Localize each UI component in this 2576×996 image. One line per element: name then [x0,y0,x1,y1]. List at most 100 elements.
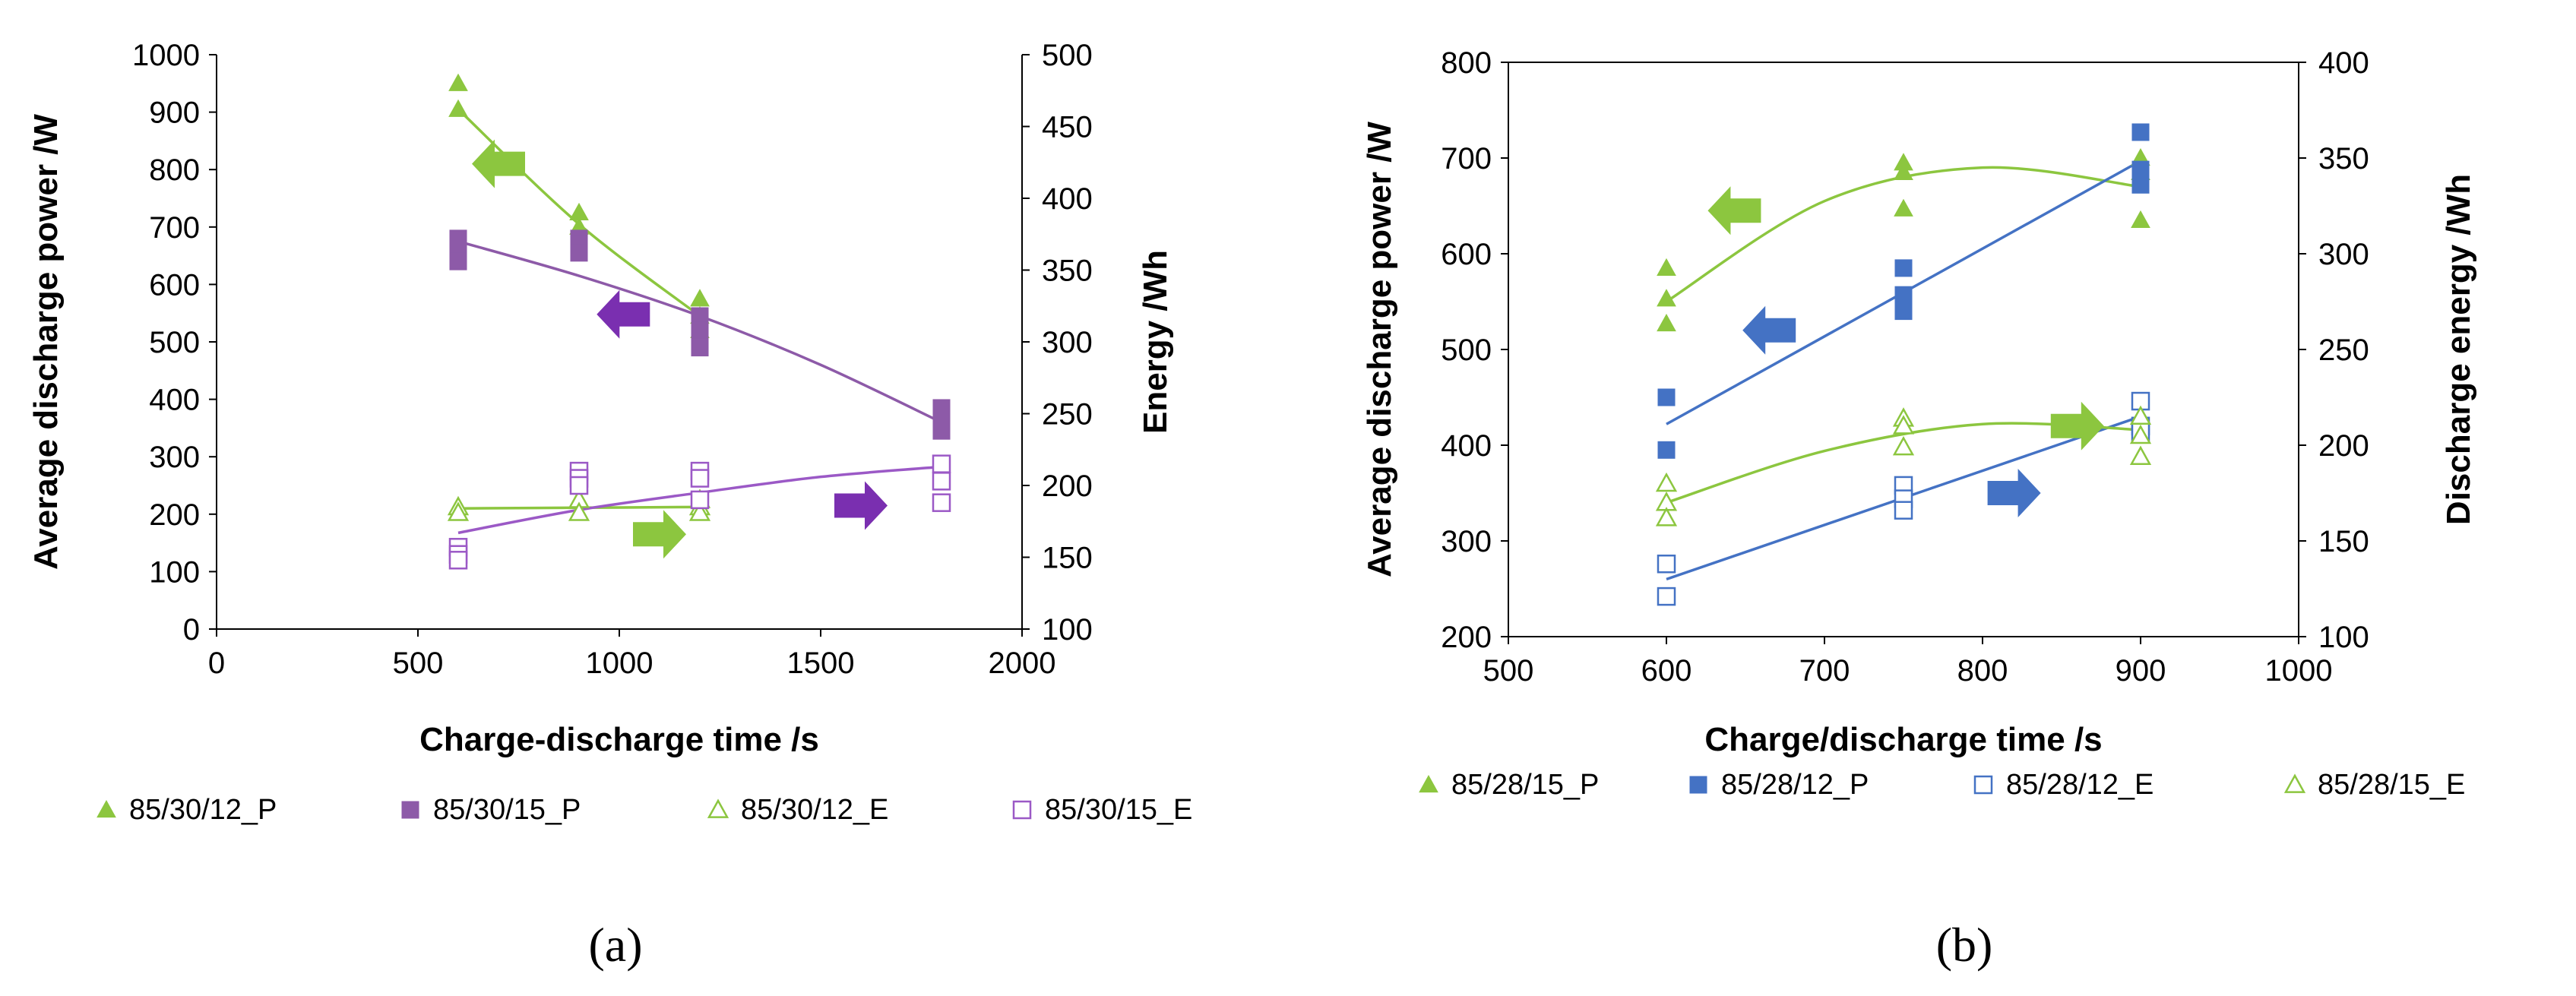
legend-marker [97,799,116,818]
data-point [932,493,951,512]
x-tick-label: 500 [393,647,444,680]
plot-frame [1508,62,2299,637]
data-point [1655,507,1678,526]
y2-tick-label: 300 [1042,326,1093,359]
y2-tick-label: 100 [1042,613,1093,647]
x-tick-label: 0 [208,647,225,680]
data-point [1894,501,1913,520]
y-tick-label: 500 [1441,334,1492,367]
data-point [2129,445,2152,465]
data-point [2131,160,2150,179]
legend-marker [1419,774,1438,793]
y2-tick-label: 450 [1042,111,1093,144]
y-tick-label: 500 [149,326,200,359]
y-tick-label: 300 [149,441,200,474]
y-tick-label: 1000 [132,39,200,72]
data-point [1657,258,1676,276]
arrow-left-icon [472,139,525,188]
data-point [1894,259,1913,277]
data-point [1655,472,1678,492]
data-point [1894,198,1913,217]
x-tick-label: 700 [1799,654,1850,688]
data-point [2131,210,2150,228]
y2-tick-label: 350 [1042,255,1093,288]
legend-marker [1012,800,1032,820]
x-tick-label: 600 [1641,654,1692,688]
y-tick-label: 800 [149,153,200,187]
x-tick-label: 500 [1483,654,1534,688]
legend-marker [1973,775,1993,795]
legend-label: 85/28/15_E [2318,769,2465,801]
y-tick-label: 700 [1441,142,1492,175]
legend-marker [401,801,419,819]
legend-marker [707,798,729,818]
legend-label: 85/30/15_P [433,794,581,826]
data-point [447,501,470,521]
panel-label: (b) [1936,918,1993,972]
y2-tick-label: 200 [2318,429,2369,463]
x-tick-label: 900 [2116,654,2166,688]
x-tick-label: 1500 [787,647,855,680]
data-point [1894,286,1913,304]
data-point [690,289,710,307]
data-point [688,501,711,521]
y2-tick-label: 150 [1042,542,1093,575]
y-axis-label: Average discharge power /W [1361,122,1398,577]
data-point [570,244,588,262]
y2-tick-label: 150 [2318,525,2369,558]
y-tick-label: 600 [1441,238,1492,271]
data-point [1894,302,1913,321]
y2-tick-label: 400 [2318,46,2369,80]
arrow-right-icon [834,481,888,530]
y-tick-label: 600 [149,268,200,302]
y2-tick-label: 300 [2318,238,2369,271]
arrow-left-icon [597,289,650,339]
data-point [448,73,468,91]
y-tick-label: 200 [149,498,200,532]
y-axis-label: Average discharge power /W [27,114,65,570]
chart-b: 500 600 700 800 900 1000 200 300 400 500 600 700 800… [1361,46,2477,972]
y-tick-label: 800 [1441,46,1492,80]
y-tick-label: 400 [149,384,200,417]
arrow-left-icon [1707,186,1761,236]
panel-label: (a) [588,918,642,972]
data-point [690,469,710,488]
x-tick-label: 800 [1957,654,2008,688]
data-point [1892,415,1915,435]
data-point [932,454,951,473]
x-axis-label: Charge/discharge time /s [1704,721,2102,758]
data-point [448,99,468,117]
y-tick-label: 700 [149,211,200,245]
data-point [932,422,951,440]
legend-marker [2283,773,2306,793]
x-tick-label: 1000 [2265,654,2333,688]
data-point [690,490,710,510]
y2-axis-label: Energy /Wh [1137,250,1174,434]
legend-label: 85/30/15_E [1045,794,1192,826]
data-point [2129,405,2152,425]
y2-tick-label: 200 [1042,470,1093,503]
legend-label: 85/30/12_P [129,794,277,826]
x-tick-label: 1000 [586,647,653,680]
data-point [2131,123,2150,141]
x-tick-label: 2000 [989,647,1056,680]
data-point [568,501,590,521]
legend-label: 85/28/12_E [2006,769,2154,801]
y-tick-label: 0 [183,613,200,647]
data-point [1892,435,1915,456]
data-point [1657,313,1676,332]
y2-tick-label: 250 [2318,334,2369,367]
data-point [1657,289,1676,307]
y-tick-label: 900 [149,96,200,130]
trendline [1666,166,2141,303]
y2-tick-label: 250 [1042,398,1093,432]
data-point [449,252,467,270]
y2-tick-label: 350 [2318,142,2369,175]
data-point [2129,424,2152,444]
x-axis-label: Charge-discharge time /s [419,721,819,758]
y2-axis-label: Discharge energy /Wh [2440,174,2477,525]
arrow-right-icon [633,510,686,559]
data-point [1657,554,1676,574]
data-point [1657,587,1676,606]
